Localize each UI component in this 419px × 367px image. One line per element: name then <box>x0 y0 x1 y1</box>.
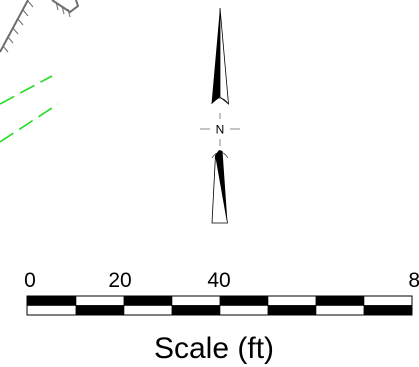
north-arrow-upper-needle <box>211 7 229 105</box>
north-label: N <box>216 123 225 137</box>
dashed-line-upper <box>0 75 53 105</box>
scale-bar-block <box>363 305 413 316</box>
dashed-line-lower <box>0 103 59 143</box>
scale-bar-segments <box>26 295 413 316</box>
scale-bar-block <box>267 295 317 306</box>
north-arrow-crosshair <box>200 113 240 146</box>
scale-bar-block <box>315 305 365 316</box>
building-outline <box>0 0 80 53</box>
building-wall <box>0 0 29 53</box>
scale-tick-label: 0 <box>24 269 36 292</box>
scale-bar-block <box>219 305 269 316</box>
scale-bar-block <box>171 305 221 316</box>
green-dashed-lines <box>0 75 59 143</box>
scale-bar-block <box>26 305 77 316</box>
scale-bar-block <box>219 295 269 306</box>
scale-bar-block <box>123 305 173 316</box>
scale-tick-label: 40 <box>207 269 230 292</box>
scale-bar-ticks: 0 20 40 80 <box>24 269 419 292</box>
scale-bar: 0 20 40 80 Scale (ft) <box>24 269 419 365</box>
scale-bar-block <box>75 305 125 316</box>
scale-bar-block <box>315 295 365 306</box>
scale-tick-label: 80 <box>408 269 419 292</box>
scale-bar-block <box>267 305 317 316</box>
building-wall-inner <box>51 0 80 14</box>
scale-bar-block <box>171 295 221 306</box>
scale-bar-block <box>123 295 173 306</box>
scale-bar-block <box>75 295 125 306</box>
scale-bar-frame <box>26 295 413 316</box>
scale-bar-block <box>26 295 77 306</box>
scale-tick-label: 20 <box>108 269 131 292</box>
scale-bar-block <box>363 295 413 306</box>
scale-caption: Scale (ft) <box>154 332 274 365</box>
north-arrow: N <box>200 7 240 224</box>
north-arrow-lower-needle <box>211 150 229 224</box>
building-hatching <box>2 0 71 53</box>
